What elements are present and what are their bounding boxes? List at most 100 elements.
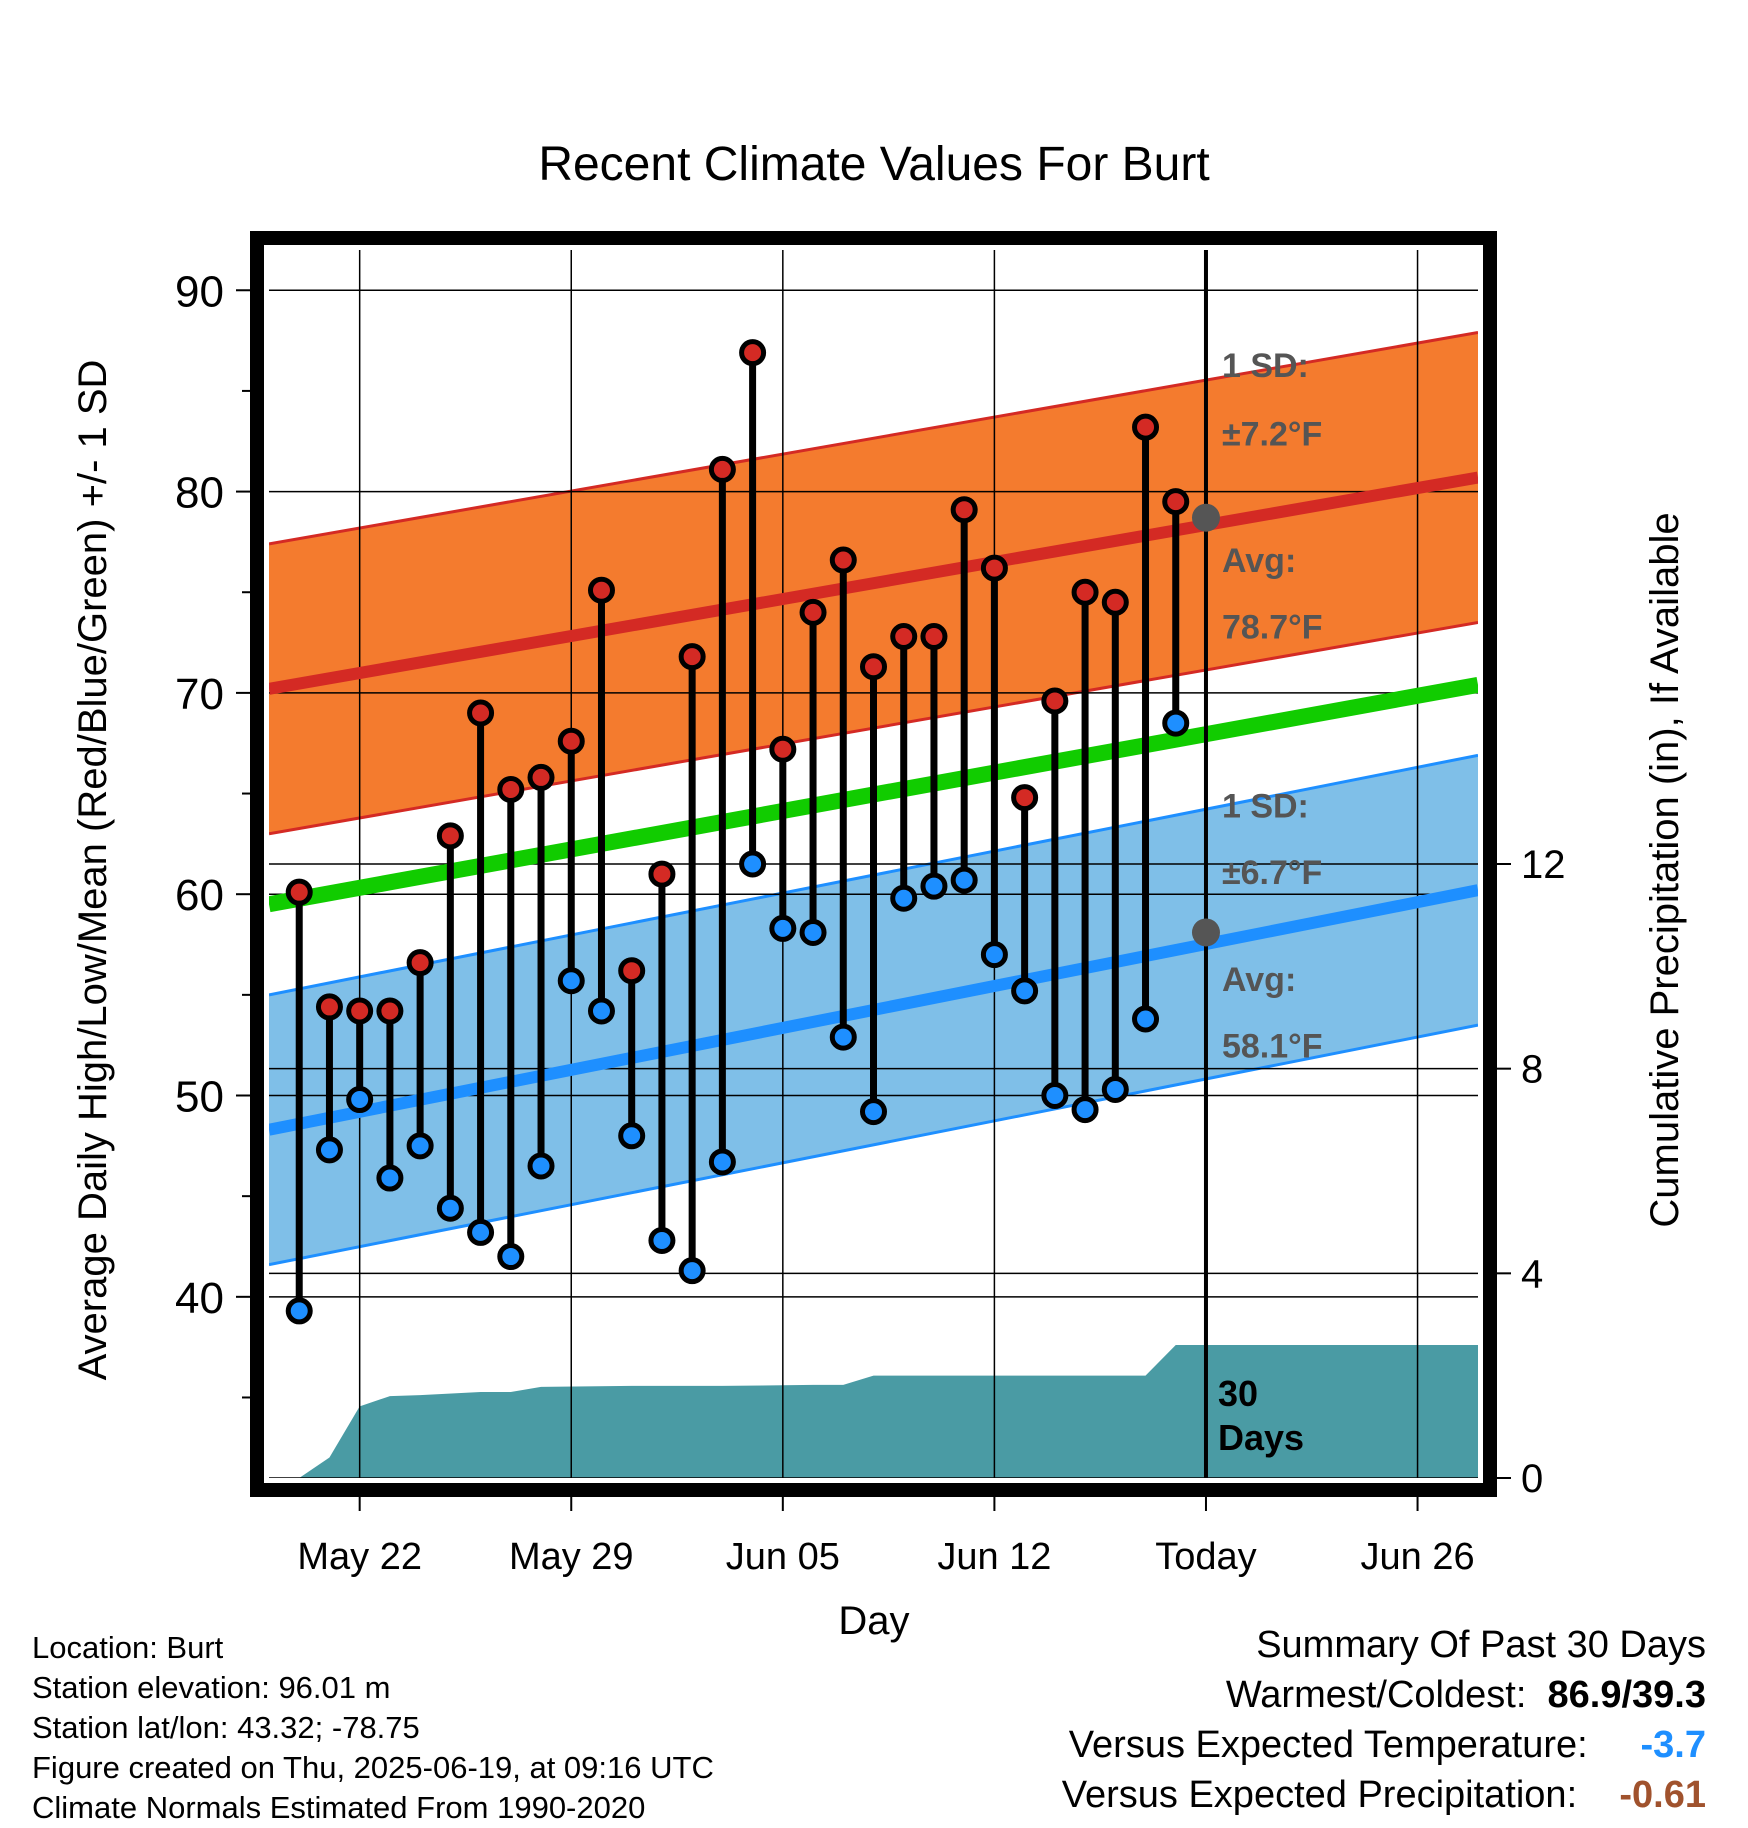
chart-title: Recent Climate Values For Burt [538,138,1209,191]
low-point [648,1226,676,1254]
high-point [1162,488,1190,516]
y-tick-label: 60 [175,871,224,920]
low-point [436,1194,464,1222]
x-tick-label: Jun 12 [937,1536,1051,1578]
y-tick-label: 90 [175,267,224,316]
low-point [1011,977,1039,1005]
high-avg-value: 78.7°F [1222,609,1323,647]
low-point [587,997,615,1025]
plot-frame [250,231,1497,1497]
low-point [708,1148,736,1176]
high-point [436,822,464,850]
high-point [406,949,434,977]
high-point [1101,588,1129,616]
info-location: Location: Burt [32,1630,224,1665]
high-point [1132,413,1160,441]
today-avg-high-dot [1191,503,1220,532]
low-sd-label: 1 SD: [1222,788,1309,826]
high-band-upper-edge [269,331,1478,546]
x-tick-label: Jun 05 [726,1536,840,1578]
low-point [467,1218,495,1246]
high-sd-value: ±7.2°F [1222,415,1322,453]
low-point [1101,1075,1129,1103]
precip-label-days-word: Days [1218,1417,1304,1458]
high-point [527,763,555,791]
low-point [376,1164,404,1192]
low-point [739,850,767,878]
low-point [890,884,918,912]
low-point [950,866,978,894]
y-tick-label: 70 [175,670,224,719]
low-point [285,1297,313,1325]
today-avg-low-dot [1191,918,1220,947]
summary-warm-cold-label: Warmest/Coldest: [1225,1674,1527,1716]
y-tick-label: 50 [175,1073,224,1122]
summary-title: Summary Of Past 30 Days [1256,1624,1706,1666]
low-point [829,1023,857,1051]
y-axis-label: Average Daily High/Low/Mean (Red/Blue/Gr… [71,360,115,1381]
avg-high-line [269,471,1478,695]
low-point [920,872,948,900]
low-point [678,1257,706,1285]
y2-axis-label: Cumulative Precipitation (in), If Availa… [1643,512,1687,1227]
high-avg-label: Avg: [1222,542,1296,580]
high-point [1011,784,1039,812]
summary-precip-value: -0.61 [1619,1774,1706,1816]
precip-label-days-count: 30 [1218,1373,1258,1414]
x-axis-label: Day [838,1599,909,1643]
high-point [950,496,978,524]
low-point [406,1132,434,1160]
low-point [1041,1082,1069,1110]
high-point [980,554,1008,582]
high-sd-label: 1 SD: [1222,347,1309,385]
plot-area [269,250,1478,1478]
summary-precip-label: Versus Expected Precipitation: [1061,1774,1578,1816]
high-point [708,455,736,483]
summary-warm-cold: Warmest/Coldest: 86.9/39.3 [1062,1670,1706,1720]
high-point [920,623,948,651]
low-point [799,918,827,946]
low-point [1162,709,1190,737]
info-latlon: Station lat/lon: 43.32; -78.75 [32,1710,420,1745]
low-point [1132,1005,1160,1033]
grid [269,250,1478,1478]
x-tick-label: Today [1155,1536,1256,1578]
y2-tick-label: 4 [1521,1252,1543,1296]
summary-temp-value: -3.7 [1640,1724,1706,1766]
low-point [527,1152,555,1180]
high-point [346,997,374,1025]
high-point [497,776,525,804]
high-point [860,653,887,681]
high-point [557,727,585,755]
high-point [467,699,495,727]
x-tick-label: May 22 [297,1536,422,1578]
low-avg-value: 58.1°F [1222,1027,1323,1065]
low-point [1071,1096,1099,1124]
high-point [769,735,797,763]
high-point [648,860,676,888]
high-point [1071,578,1099,606]
info-created: Figure created on Thu, 2025-06-19, at 09… [32,1750,714,1785]
high-point [285,878,313,906]
low-point [497,1243,525,1271]
high-point [799,598,827,626]
summary-precip: Versus Expected Precipitation: -0.61 [1062,1770,1706,1820]
summary-temp-label: Versus Expected Temperature: [1068,1724,1588,1766]
x-tick-label: Jun 26 [1361,1536,1475,1578]
low-sd-value: ±6.7°F [1222,854,1322,892]
low-point [618,1122,646,1150]
high-point [739,339,767,367]
high-point [1041,687,1069,715]
station-info: Location: Burt Station elevation: 96.01 … [32,1628,714,1828]
low-point [315,1136,343,1164]
x-tick-label: May 29 [509,1536,634,1578]
y2-tick-label: 0 [1521,1457,1543,1501]
y-tick-label: 40 [175,1274,224,1323]
y2-tick-label: 8 [1521,1048,1543,1092]
info-elevation: Station elevation: 96.01 m [32,1670,391,1705]
y2-tick-label: 12 [1521,843,1566,887]
high-point [376,997,404,1025]
low-point [769,914,797,942]
high-point [315,993,343,1021]
